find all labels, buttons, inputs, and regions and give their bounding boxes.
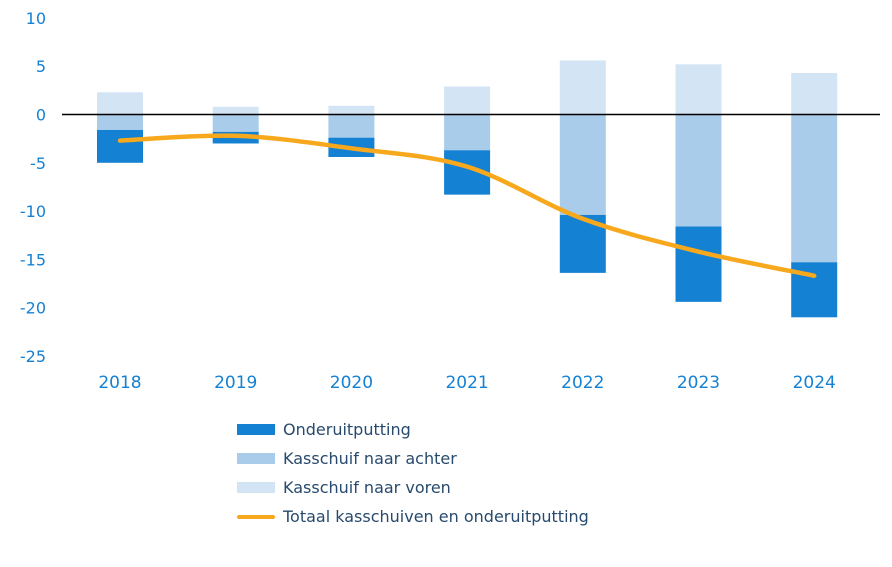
bar-kasschuif-naar-achter (559, 114, 606, 215)
y-axis-tick: 10 (26, 9, 46, 28)
bar-onderuitputting (675, 226, 722, 302)
y-axis-tick: 0 (36, 106, 46, 125)
bar-kasschuif-naar-achter (97, 114, 143, 130)
bar-kasschuif-naar-voren (328, 105, 375, 115)
x-axis-label: 2024 (793, 373, 836, 393)
bar-kasschuif-naar-achter (444, 114, 491, 151)
y-axis-tick: -5 (30, 154, 46, 173)
x-axis-label: 2018 (98, 373, 141, 393)
y-axis-tick: -10 (20, 202, 46, 221)
legend-label-totaal: Totaal kasschuiven en onderuitputting (283, 507, 589, 526)
chart-legend: Onderuitputting Kasschuif naar achter Ka… (237, 420, 892, 526)
bar-kasschuif-naar-voren (97, 92, 143, 115)
bar-kasschuif-naar-voren (212, 106, 259, 115)
legend-label-kasschuif-voren: Kasschuif naar voren (283, 478, 451, 497)
y-axis-tick: 5 (36, 57, 46, 76)
y-axis-tick: -20 (20, 299, 46, 318)
x-axis-label: 2022 (561, 373, 604, 393)
legend-item-kasschuif-achter: Kasschuif naar achter (237, 449, 892, 468)
x-axis-label: 2019 (214, 373, 257, 393)
legend-swatch-onderuitputting (237, 424, 275, 435)
bar-kasschuif-naar-achter (212, 114, 259, 132)
bar-kasschuif-naar-voren (559, 60, 606, 115)
legend-item-onderuitputting: Onderuitputting (237, 420, 892, 439)
total-line (117, 133, 817, 279)
bar-kasschuif-naar-achter (791, 114, 838, 263)
bar-kasschuif-naar-voren (444, 86, 491, 115)
bar-kasschuif-naar-voren (675, 64, 722, 115)
bar-onderuitputting (97, 129, 143, 163)
legend-swatch-kasschuif-achter (237, 453, 275, 464)
bar-kasschuif-naar-achter (675, 114, 722, 227)
legend-label-kasschuif-achter: Kasschuif naar achter (283, 449, 457, 468)
legend-item-totaal: Totaal kasschuiven en onderuitputting (237, 507, 892, 526)
y-axis-tick: -25 (20, 347, 46, 366)
bar-kasschuif-naar-voren (791, 72, 838, 115)
legend-line-swatch-totaal (237, 514, 275, 519)
x-axis-label: 2023 (677, 373, 720, 393)
x-axis-label: 2021 (445, 373, 488, 393)
bar-kasschuif-naar-achter (328, 114, 375, 138)
y-axis-tick: -15 (20, 250, 46, 269)
x-axis-label: 2020 (330, 373, 373, 393)
legend-swatch-kasschuif-voren (237, 482, 275, 493)
legend-label-onderuitputting: Onderuitputting (283, 420, 411, 439)
legend-item-kasschuif-voren: Kasschuif naar voren (237, 478, 892, 497)
chart-canvas: 10 5 0 -5 -10 -15 -20 -25 2018 2019 2020 2021 2022 20… (20, 9, 880, 393)
